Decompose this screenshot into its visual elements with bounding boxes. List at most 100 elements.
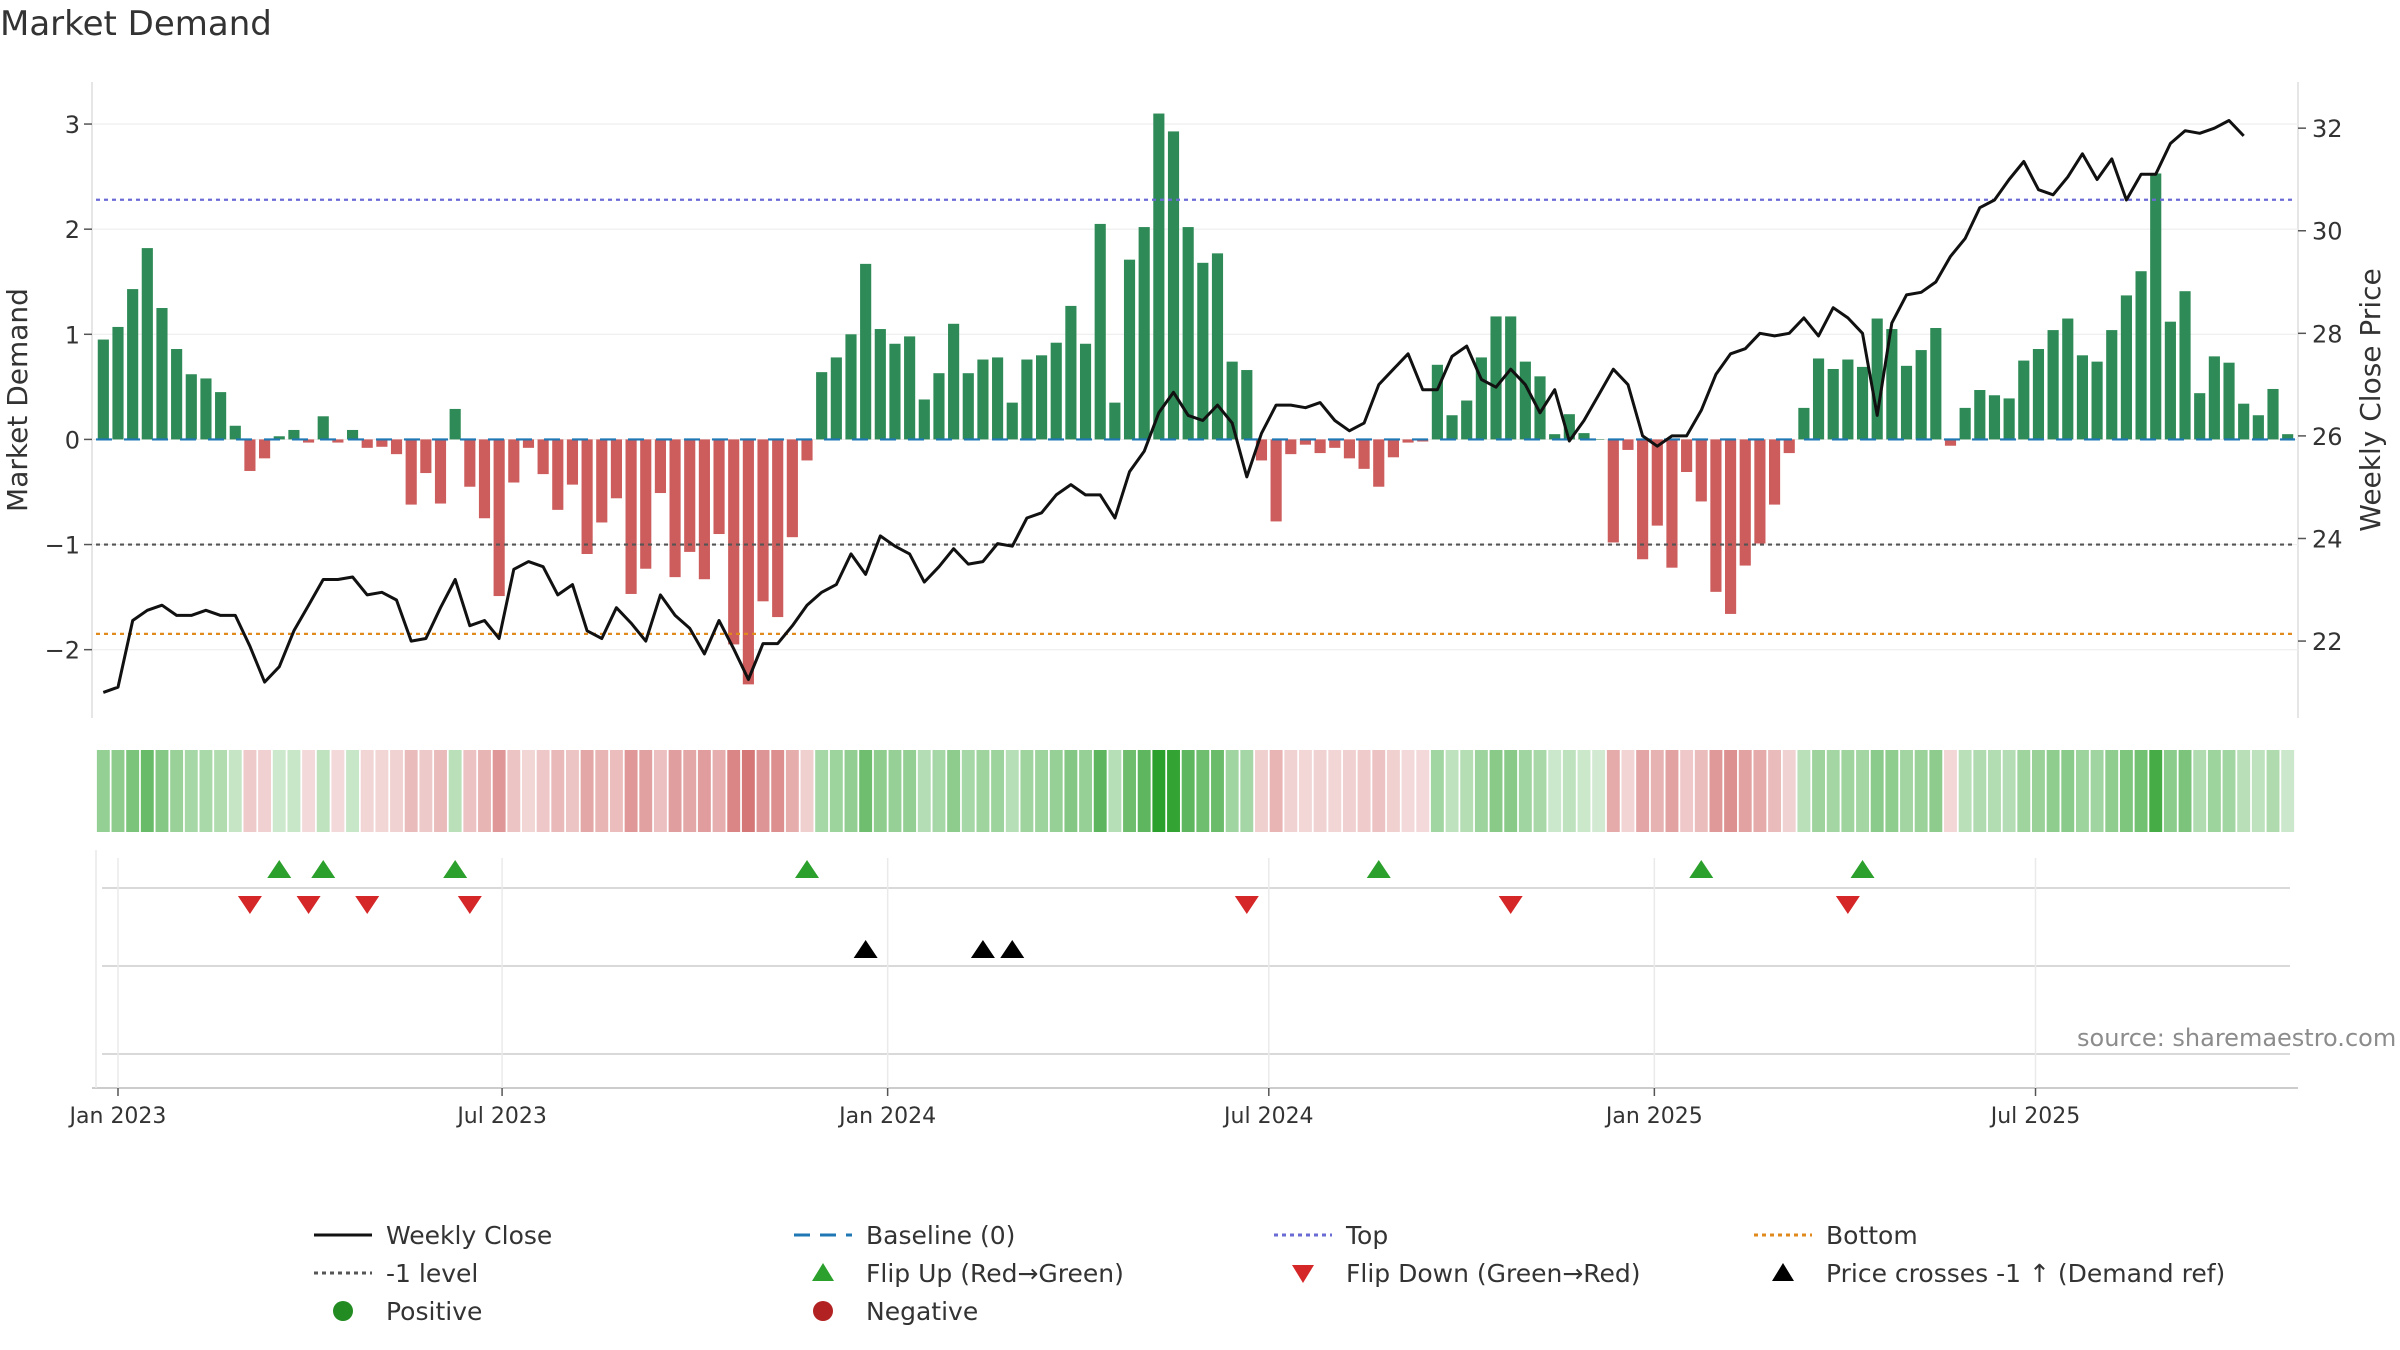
heat-cell xyxy=(727,750,741,832)
demand-bar xyxy=(2179,291,2191,440)
demand-bar xyxy=(361,439,373,448)
heat-cell xyxy=(1460,750,1474,832)
heat-cell xyxy=(2207,750,2221,832)
heat-cell xyxy=(653,750,667,832)
demand-bar xyxy=(1065,305,1077,440)
y-tick-label: 2 xyxy=(65,216,80,244)
heat-cell xyxy=(1636,750,1650,832)
demand-bar xyxy=(420,439,432,474)
demand-bar xyxy=(1167,131,1180,440)
demand-bar xyxy=(1475,357,1487,440)
demand-bar xyxy=(992,357,1004,440)
demand-bar xyxy=(464,439,476,487)
demand-bar xyxy=(1798,407,1810,440)
y-tick-label: 1 xyxy=(65,321,80,349)
heat-cell xyxy=(1958,750,1972,832)
demand-bar xyxy=(1197,262,1209,440)
heat-cell xyxy=(2163,750,2177,832)
demand-bar xyxy=(1211,253,1224,440)
demand-bar xyxy=(1299,439,1312,445)
demand-bar xyxy=(390,439,403,455)
demand-bar xyxy=(684,439,696,552)
demand-bar xyxy=(2223,362,2235,440)
demand-bar xyxy=(2164,321,2176,440)
dotted-line-icon xyxy=(1274,1233,1332,1237)
demand-bar xyxy=(1534,376,1546,440)
demand-bar xyxy=(1006,402,1018,440)
price-cross-marker xyxy=(853,940,878,958)
heat-cell xyxy=(331,750,345,832)
demand-bar xyxy=(508,439,520,483)
heat-cell xyxy=(170,750,184,832)
demand-bar xyxy=(185,374,197,440)
demand-bar xyxy=(757,439,769,602)
demand-bar xyxy=(2003,398,2015,440)
demand-bar xyxy=(1710,439,1722,592)
heat-cell xyxy=(2119,750,2133,832)
demand-bar xyxy=(2106,330,2118,440)
dotted-line-icon xyxy=(1754,1233,1812,1237)
demand-bar xyxy=(1930,327,1942,440)
demand-bar xyxy=(933,373,945,440)
heat-cell xyxy=(96,750,110,832)
heat-cell xyxy=(771,750,785,832)
heat-cell xyxy=(1298,750,1312,832)
heat-cell xyxy=(228,750,242,832)
heat-cell xyxy=(756,750,770,832)
legend-item-positive: Positive xyxy=(312,1293,482,1329)
legend-item-negative: Negative xyxy=(792,1293,978,1329)
heat-cell xyxy=(1284,750,1298,832)
demand-bar xyxy=(1871,318,1883,440)
chart-title: Market Demand xyxy=(0,4,272,44)
demand-bar xyxy=(1768,439,1781,505)
heat-cell xyxy=(1929,750,1943,832)
demand-bar xyxy=(1241,370,1253,440)
demand-bar xyxy=(1593,439,1605,440)
heat-cell xyxy=(785,750,799,832)
demand-bar xyxy=(259,439,271,459)
legend-label: Bottom xyxy=(1826,1220,1918,1250)
demand-bar xyxy=(1622,439,1634,450)
demand-bar xyxy=(1739,439,1751,566)
demand-bar xyxy=(1900,365,1913,440)
heat-cell xyxy=(2031,750,2045,832)
demand-bar xyxy=(1050,342,1062,440)
heat-cell xyxy=(2134,750,2148,832)
circle-icon xyxy=(813,1301,833,1321)
demand-bar xyxy=(742,439,754,685)
heat-cell xyxy=(1225,750,1239,832)
heat-cell xyxy=(844,750,858,832)
heat-cell xyxy=(903,750,917,832)
heat-cell xyxy=(947,750,961,832)
heat-cell xyxy=(1152,750,1166,832)
demand-bar xyxy=(2150,173,2162,440)
flip-down-marker xyxy=(1498,896,1523,914)
heat-cell xyxy=(1518,750,1532,832)
weekly-close-line xyxy=(102,119,2245,694)
solid-line-icon xyxy=(314,1233,372,1237)
heat-cell xyxy=(1269,750,1283,832)
heat-cell xyxy=(1313,750,1327,832)
demand-bar xyxy=(2194,393,2206,440)
legend-label: Flip Down (Green→Red) xyxy=(1346,1258,1641,1288)
heat-cell xyxy=(683,750,697,832)
demand-bar xyxy=(1827,368,1839,440)
legend-item-weekly-close: Weekly Close xyxy=(312,1217,552,1253)
demand-bar xyxy=(1519,361,1531,440)
legend-label: Price crosses -1 ↑ (Demand ref) xyxy=(1826,1258,2226,1288)
heat-cell xyxy=(140,750,154,832)
demand-bar xyxy=(112,326,124,440)
demand-bar xyxy=(1490,316,1502,440)
heat-cell xyxy=(2075,750,2089,832)
heat-cell xyxy=(1445,750,1459,832)
flip-up-marker xyxy=(1850,860,1875,878)
triangle-up-icon xyxy=(812,1263,834,1281)
heat-cell xyxy=(1782,750,1796,832)
heat-cell xyxy=(1167,750,1180,832)
y2-tick-label: 26 xyxy=(2312,423,2343,451)
demand-bar xyxy=(1695,439,1707,502)
demand-bar xyxy=(1431,364,1443,440)
demand-bar xyxy=(904,336,916,440)
demand-bar xyxy=(1270,439,1282,522)
heat-cell xyxy=(624,750,638,832)
